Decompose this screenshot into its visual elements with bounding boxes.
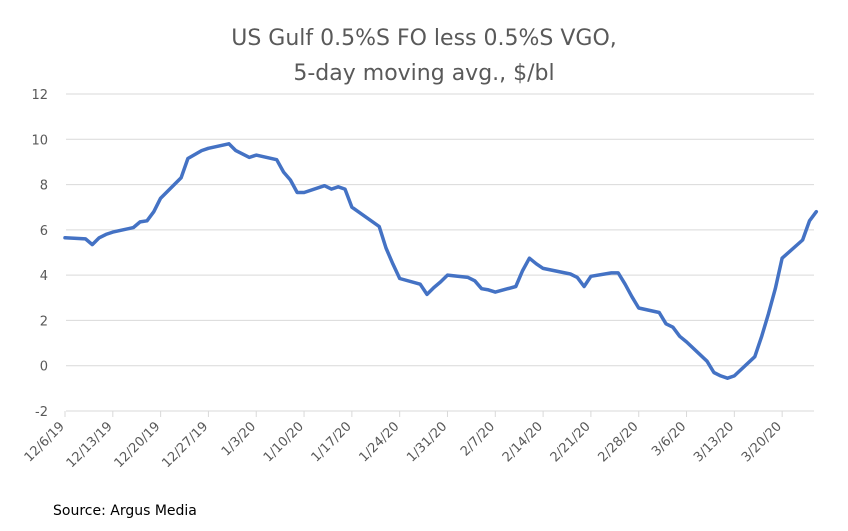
plot-area	[63, 142, 819, 380]
x-tick-label: 12/20/19	[112, 419, 164, 471]
x-tick-label: 3/6/20	[649, 419, 689, 459]
y-tick-label: 8	[40, 179, 48, 194]
x-tick-label: 2/14/20	[500, 419, 546, 465]
series-line	[63, 142, 819, 380]
y-tick-label: 6	[40, 224, 48, 239]
x-tick-label: 12/6/19	[22, 419, 68, 465]
chart-subtitle: 5-day moving avg., $/bl	[293, 61, 554, 86]
y-tick-label: 0	[40, 360, 48, 375]
x-tick-label: 1/24/20	[356, 419, 402, 465]
x-tick-label: 1/10/20	[261, 419, 307, 465]
y-tick-label: 4	[40, 269, 48, 284]
x-tick-label: 3/20/20	[739, 419, 785, 465]
x-tick-label: 2/28/20	[595, 419, 641, 465]
x-tick-label: 1/3/20	[219, 419, 259, 459]
x-tick-label: 12/13/19	[64, 419, 116, 471]
y-tick-label: 12	[31, 88, 48, 103]
x-tick-label: 2/7/20	[458, 419, 498, 459]
x-tick-label: 3/13/20	[691, 419, 737, 465]
x-tick-label: 2/21/20	[548, 419, 594, 465]
y-tick-label: -2	[35, 405, 48, 420]
x-tick-label: 1/17/20	[309, 419, 355, 465]
y-tick-label: 2	[40, 314, 48, 329]
source-note: Source: Argus Media	[53, 503, 197, 519]
gridlines	[66, 93, 814, 412]
y-axis: -2 0 2 4 6 8 10 12	[31, 88, 48, 420]
x-tick-label: 1/31/20	[404, 419, 450, 465]
chart-title: US Gulf 0.5%S FO less 0.5%S VGO,	[231, 26, 617, 51]
x-tick-label: 12/27/19	[159, 419, 211, 471]
y-tick-label: 10	[31, 133, 48, 148]
